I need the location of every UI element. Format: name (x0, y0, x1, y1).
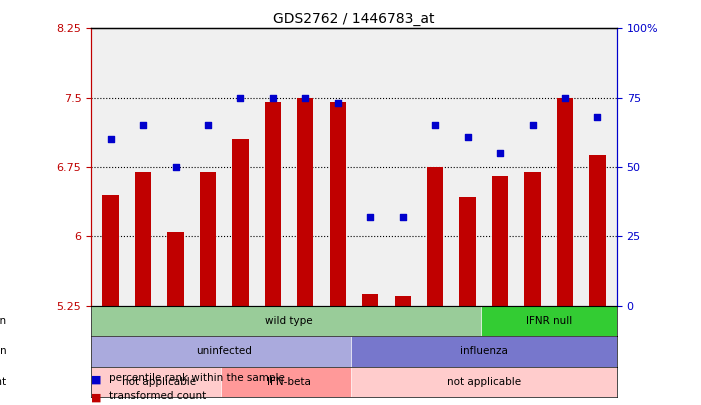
Bar (221, 367, 358, 397)
Bar (395, 296, 411, 306)
Bar (91, 367, 227, 397)
Text: influenza: influenza (460, 346, 508, 356)
Bar (135, 172, 151, 306)
Bar (350, 367, 617, 397)
Bar (91, 336, 358, 367)
Bar (200, 172, 216, 306)
Text: IFN-beta: IFN-beta (267, 377, 311, 387)
Bar (590, 155, 606, 306)
Point (397, 214, 408, 220)
Point (462, 133, 473, 140)
Text: ■: ■ (91, 375, 102, 385)
Point (170, 164, 181, 171)
Text: IFNR null: IFNR null (526, 316, 572, 326)
Bar (232, 139, 249, 306)
Bar (91, 306, 487, 336)
Bar (102, 195, 118, 306)
Point (235, 94, 246, 101)
Text: infection: infection (0, 346, 7, 356)
Text: ■: ■ (91, 393, 102, 403)
Bar (350, 336, 617, 367)
Bar (297, 98, 313, 306)
Bar (362, 294, 379, 306)
Text: not applicable: not applicable (447, 377, 521, 387)
Bar (329, 102, 346, 306)
Text: transformed count: transformed count (109, 391, 206, 401)
Point (105, 136, 116, 143)
Point (267, 94, 278, 101)
Bar (265, 102, 281, 306)
Bar (168, 232, 184, 306)
Bar (459, 197, 476, 306)
Bar (524, 172, 540, 306)
Title: GDS2762 / 1446783_at: GDS2762 / 1446783_at (273, 12, 435, 26)
Text: agent: agent (0, 377, 7, 387)
Text: percentile rank within the sample: percentile rank within the sample (109, 373, 285, 383)
Bar (481, 306, 617, 336)
Point (365, 214, 376, 220)
Text: not applicable: not applicable (122, 377, 196, 387)
Text: wild type: wild type (265, 316, 313, 326)
Bar (427, 167, 443, 306)
Text: uninfected: uninfected (196, 346, 252, 356)
Point (332, 100, 343, 107)
Point (494, 150, 505, 156)
Point (300, 94, 311, 101)
Point (137, 122, 149, 129)
Point (559, 94, 571, 101)
Point (592, 114, 603, 120)
Bar (557, 98, 573, 306)
Point (527, 122, 538, 129)
Bar (492, 176, 508, 306)
Point (203, 122, 214, 129)
Text: genotype/variation: genotype/variation (0, 316, 7, 326)
Point (430, 122, 441, 129)
